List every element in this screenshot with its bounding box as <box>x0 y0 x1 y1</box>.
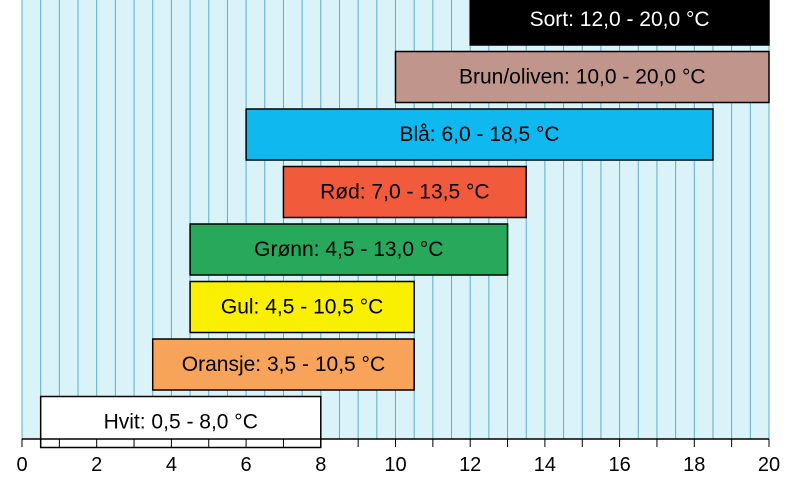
range-bar <box>189 280 415 334</box>
x-tick-label: 6 <box>241 454 252 476</box>
x-tick-label: 4 <box>166 454 177 476</box>
x-tick-label: 12 <box>459 454 481 476</box>
range-bar <box>189 223 509 276</box>
range-bar <box>469 0 770 46</box>
range-bar <box>151 338 415 391</box>
bar-label: Oransje: 3,5 - 10,5 °C <box>182 353 385 376</box>
range-bar <box>282 165 527 219</box>
x-tick-label: 2 <box>91 454 102 476</box>
x-axis-ticks: 0 2 4 6 8 10 12 14 16 18 20 <box>16 439 780 476</box>
bar-label: Rød: 7,0 - 13,5 °C <box>320 181 489 204</box>
bar-label: Grønn: 4,5 - 13,0 °C <box>254 238 443 261</box>
range-bar <box>394 50 770 104</box>
bar-label: Gul: 4,5 - 10,5 °C <box>221 296 383 319</box>
bar-label: Sort: 12,0 - 20,0 °C <box>530 8 710 31</box>
bar-label: Blå: 6,0 - 18,5 °C <box>399 123 559 146</box>
bar-label: Brun/oliven: 10,0 - 20,0 °C <box>459 66 706 89</box>
x-tick-label: 18 <box>683 454 705 476</box>
x-tick-label: 10 <box>384 454 406 476</box>
range-bar <box>245 108 714 161</box>
bar-label: Hvit: 0,5 - 8,0 °C <box>104 411 258 434</box>
x-tick-label: 16 <box>608 454 630 476</box>
x-tick-label: 20 <box>758 454 780 476</box>
x-tick-label: 14 <box>534 454 556 476</box>
x-tick-label: 8 <box>315 454 326 476</box>
x-tick-label: 0 <box>16 454 27 476</box>
